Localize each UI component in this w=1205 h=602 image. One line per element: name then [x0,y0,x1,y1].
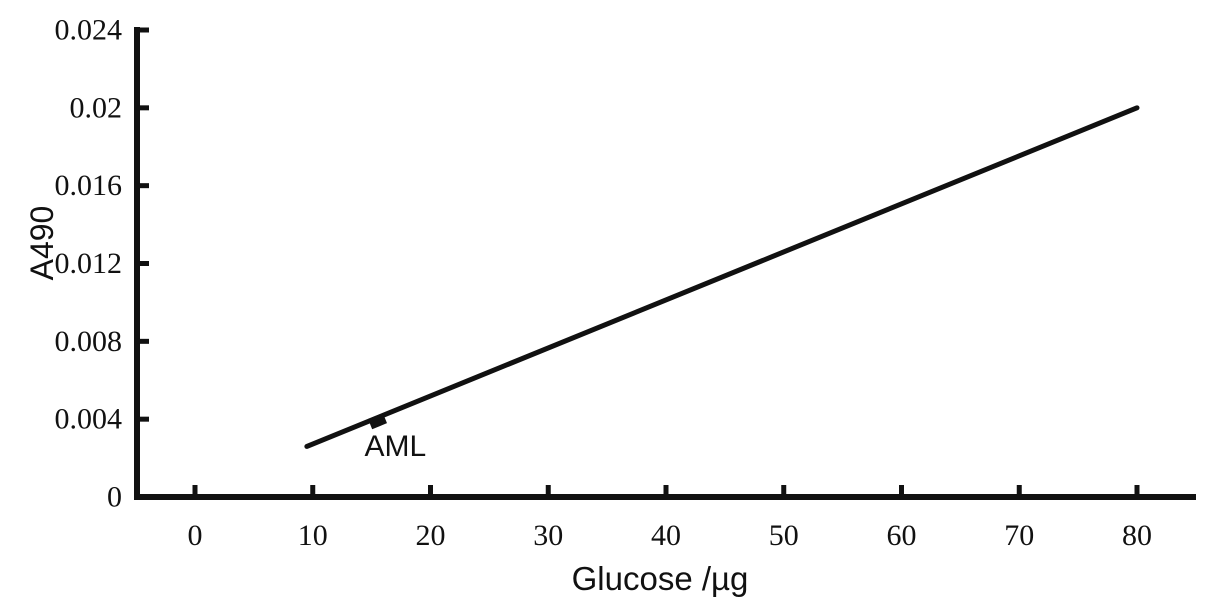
y-tick-label: 0.024 [55,14,123,47]
y-tick-label: 0.012 [55,247,123,280]
data-point-marker [368,412,387,430]
series-group: AML [304,105,1140,463]
y-tick-label: 0 [107,481,122,514]
x-tick-label: 30 [533,519,563,552]
x-axis-title: Glucose /µg [572,560,749,597]
series-line [304,105,1140,449]
ticks-group [137,27,1140,497]
x-tick-label: 40 [651,519,681,552]
tick-labels-group: 0 10 20 30 40 50 60 70 80 0 0.004 0.008 0.012 0.016 0.… [55,14,1153,553]
axes-group [134,27,1196,500]
x-tick-label: 70 [1004,519,1034,552]
y-tick-label: 0.016 [55,169,123,202]
y-tick-label: 0.004 [55,403,123,436]
x-tick-label: 60 [887,519,917,552]
y-tick-label: 0.02 [70,91,123,124]
x-tick-label: 80 [1122,519,1152,552]
x-tick-label: 20 [416,519,446,552]
point-label: AML [365,430,427,463]
axis-lines [134,27,1196,500]
x-tick-label: 50 [769,519,799,552]
x-tick-label: 10 [298,519,328,552]
x-tick-label: 0 [188,519,203,552]
y-tick-label: 0.008 [55,325,123,358]
y-axis-title: A490 [24,206,60,281]
